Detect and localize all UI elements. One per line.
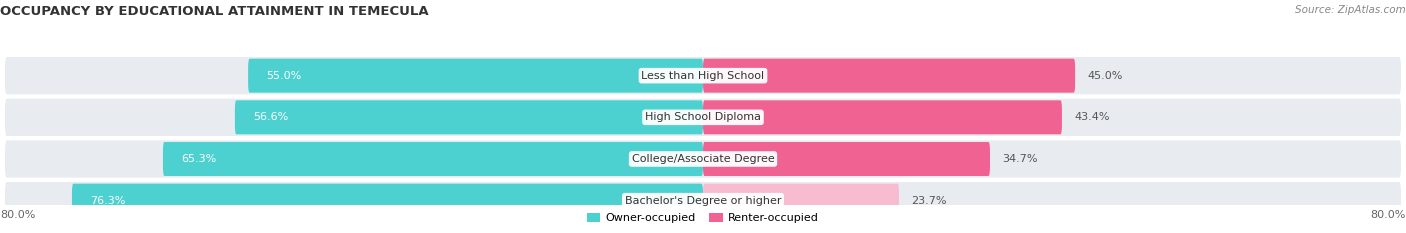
Text: College/Associate Degree: College/Associate Degree: [631, 154, 775, 164]
FancyBboxPatch shape: [163, 142, 703, 176]
FancyBboxPatch shape: [703, 184, 898, 218]
FancyBboxPatch shape: [6, 99, 1400, 136]
Text: Source: ZipAtlas.com: Source: ZipAtlas.com: [1295, 5, 1406, 15]
Text: High School Diploma: High School Diploma: [645, 112, 761, 122]
FancyBboxPatch shape: [6, 140, 1400, 178]
FancyBboxPatch shape: [6, 57, 1400, 94]
FancyBboxPatch shape: [6, 182, 1400, 219]
FancyBboxPatch shape: [235, 100, 703, 134]
Text: 65.3%: 65.3%: [181, 154, 217, 164]
Text: OCCUPANCY BY EDUCATIONAL ATTAINMENT IN TEMECULA: OCCUPANCY BY EDUCATIONAL ATTAINMENT IN T…: [0, 5, 429, 18]
FancyBboxPatch shape: [72, 184, 703, 218]
FancyBboxPatch shape: [703, 142, 990, 176]
FancyBboxPatch shape: [703, 59, 1076, 93]
Text: Bachelor's Degree or higher: Bachelor's Degree or higher: [624, 196, 782, 206]
Text: 23.7%: 23.7%: [911, 196, 946, 206]
Text: 76.3%: 76.3%: [90, 196, 125, 206]
FancyBboxPatch shape: [703, 100, 1062, 134]
Text: Less than High School: Less than High School: [641, 71, 765, 81]
Text: 56.6%: 56.6%: [253, 112, 288, 122]
FancyBboxPatch shape: [247, 59, 703, 93]
Text: 55.0%: 55.0%: [266, 71, 301, 81]
Text: 34.7%: 34.7%: [1002, 154, 1038, 164]
Text: 80.0%: 80.0%: [1371, 210, 1406, 220]
Text: 80.0%: 80.0%: [0, 210, 35, 220]
Text: 45.0%: 45.0%: [1088, 71, 1123, 81]
Text: 43.4%: 43.4%: [1074, 112, 1109, 122]
Legend: Owner-occupied, Renter-occupied: Owner-occupied, Renter-occupied: [582, 208, 824, 227]
